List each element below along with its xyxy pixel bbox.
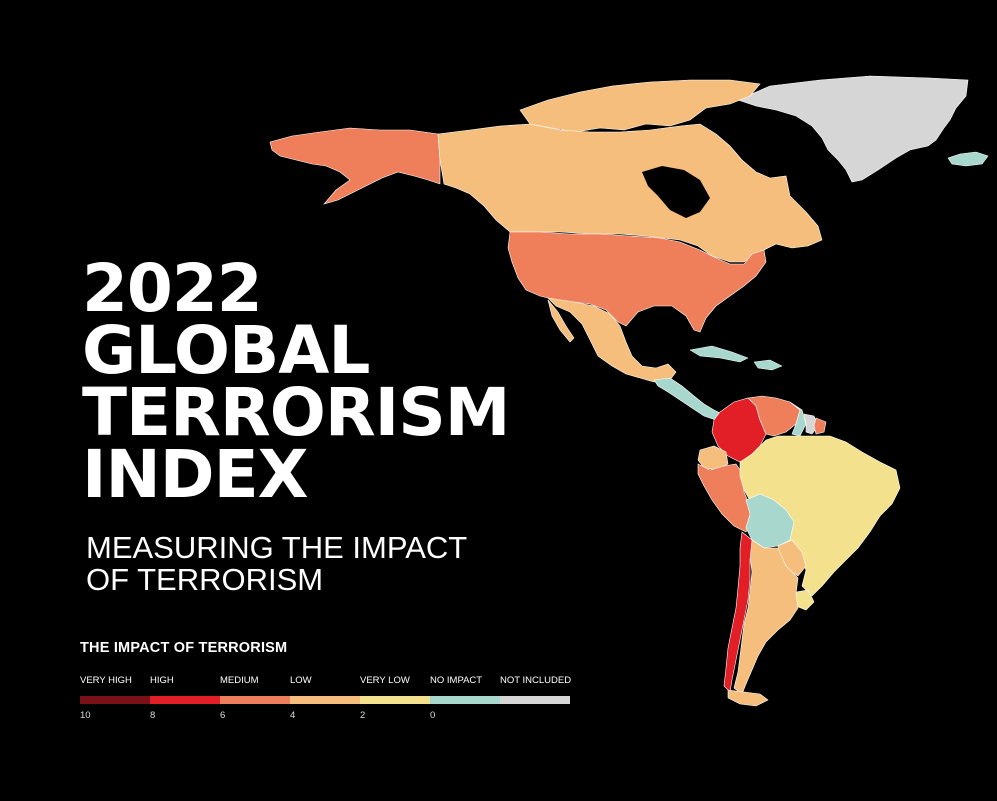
region-canada-arctic xyxy=(519,79,761,133)
legend-label-medium: MEDIUM xyxy=(220,675,259,686)
legend-swatch-no-impact xyxy=(430,696,500,704)
region-iceland xyxy=(947,151,989,167)
report-title: 2022 GLOBAL TERRORISM INDEX xyxy=(82,250,510,513)
region-bolivia xyxy=(745,493,795,549)
title-line: INDEX xyxy=(82,436,309,513)
region-mexico xyxy=(547,297,677,383)
region-guyana xyxy=(789,401,807,437)
legend-label-very-high: VERY HIGH xyxy=(80,675,132,686)
region-central-america xyxy=(653,377,723,421)
legend-title: THE IMPACT OF TERRORISM xyxy=(80,640,288,656)
legend-swatch-low xyxy=(290,696,360,704)
legend-swatch-very-low xyxy=(360,696,430,704)
region-argentina xyxy=(733,539,799,695)
region-french-guiana xyxy=(813,417,827,435)
title-line: 2022 xyxy=(82,250,263,327)
legend-swatch-very-high xyxy=(80,696,150,704)
legend-tick: 10 xyxy=(80,710,91,721)
region-tierra-del-fuego xyxy=(727,689,769,707)
region-alaska xyxy=(269,127,441,205)
title-line: GLOBAL xyxy=(82,312,370,389)
legend-tick: 2 xyxy=(360,710,366,721)
region-hispaniola xyxy=(753,359,783,371)
subtitle-line: MEASURING THE IMPACT xyxy=(86,530,468,565)
report-subtitle: MEASURING THE IMPACT OF TERRORISM xyxy=(86,532,467,596)
region-venezuela xyxy=(747,395,801,437)
legend: THE IMPACT OF TERRORISM VERY HIGH HIGH M… xyxy=(80,640,580,721)
legend-label-no-impact: NO IMPACT xyxy=(430,675,483,686)
subtitle-line: OF TERRORISM xyxy=(86,562,324,597)
legend-tick: 4 xyxy=(290,710,296,721)
legend-swatch-high xyxy=(150,696,220,704)
region-hudson-bay xyxy=(642,166,710,218)
legend-label-low: LOW xyxy=(290,675,312,686)
legend-tick: 6 xyxy=(220,710,226,721)
region-baja xyxy=(547,299,575,343)
legend-tick: 0 xyxy=(430,710,436,721)
legend-swatch-medium xyxy=(220,696,290,704)
legend-tick: 8 xyxy=(150,710,156,721)
legend-swatch-not-included xyxy=(500,696,570,704)
legend-label-very-low: VERY LOW xyxy=(360,675,410,686)
legend-label-high: HIGH xyxy=(150,675,174,686)
legend-label-not-included: NOT INCLUDED xyxy=(500,675,572,686)
region-cuba xyxy=(689,345,749,363)
title-line: TERRORISM xyxy=(82,374,510,451)
region-greenland xyxy=(737,75,969,183)
